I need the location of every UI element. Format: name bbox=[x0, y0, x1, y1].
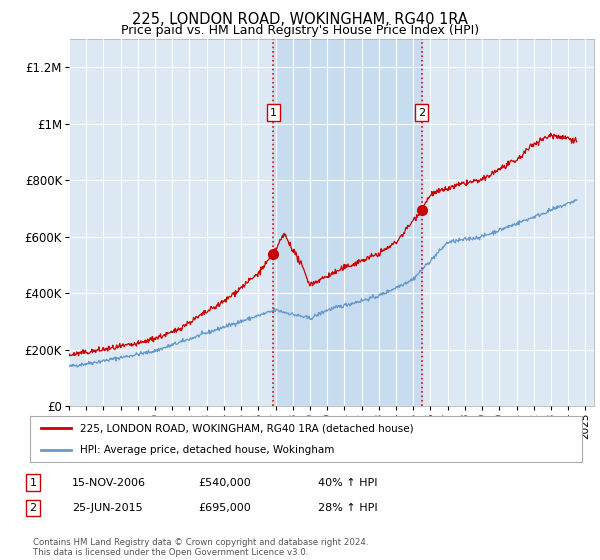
Text: 1: 1 bbox=[29, 478, 37, 488]
Text: 40% ↑ HPI: 40% ↑ HPI bbox=[318, 478, 377, 488]
Text: 225, LONDON ROAD, WOKINGHAM, RG40 1RA (detached house): 225, LONDON ROAD, WOKINGHAM, RG40 1RA (d… bbox=[80, 423, 413, 433]
Text: 1: 1 bbox=[270, 108, 277, 118]
Text: 15-NOV-2006: 15-NOV-2006 bbox=[72, 478, 146, 488]
Text: HPI: Average price, detached house, Wokingham: HPI: Average price, detached house, Woki… bbox=[80, 445, 334, 455]
Text: 2: 2 bbox=[29, 503, 37, 513]
Text: 225, LONDON ROAD, WOKINGHAM, RG40 1RA: 225, LONDON ROAD, WOKINGHAM, RG40 1RA bbox=[132, 12, 468, 27]
Text: Contains HM Land Registry data © Crown copyright and database right 2024.
This d: Contains HM Land Registry data © Crown c… bbox=[33, 538, 368, 557]
Text: 25-JUN-2015: 25-JUN-2015 bbox=[72, 503, 143, 513]
Bar bbox=[274, 39, 422, 406]
Text: £695,000: £695,000 bbox=[198, 503, 251, 513]
Text: Price paid vs. HM Land Registry's House Price Index (HPI): Price paid vs. HM Land Registry's House … bbox=[121, 24, 479, 37]
Text: 2: 2 bbox=[418, 108, 425, 118]
Text: 28% ↑ HPI: 28% ↑ HPI bbox=[318, 503, 377, 513]
Text: £540,000: £540,000 bbox=[198, 478, 251, 488]
